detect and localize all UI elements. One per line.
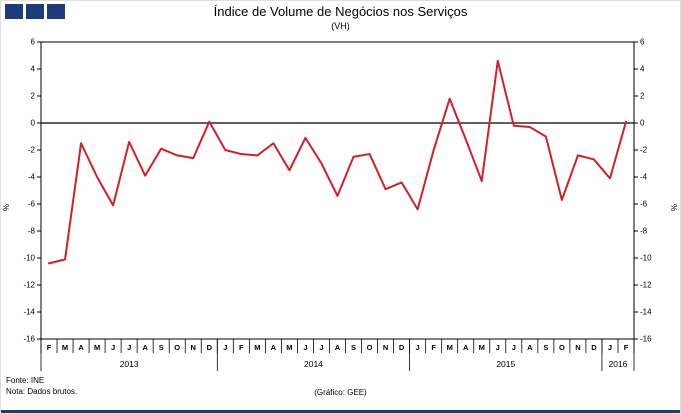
svg-text:N: N — [383, 343, 388, 352]
footer-credit: (Gráfico: GEE) — [314, 388, 367, 397]
svg-text:-8: -8 — [28, 227, 36, 236]
chart-title: Índice de Volume de Negócios nos Serviço… — [213, 4, 468, 19]
svg-text:6: 6 — [640, 38, 645, 47]
svg-text:-2: -2 — [28, 146, 36, 155]
svg-text:4: 4 — [640, 65, 645, 74]
svg-text:-16: -16 — [640, 335, 652, 344]
logo-square-icon — [5, 4, 23, 19]
svg-text:N: N — [191, 343, 196, 352]
svg-text:-6: -6 — [640, 200, 648, 209]
svg-text:S: S — [543, 343, 548, 352]
svg-text:J: J — [416, 343, 420, 352]
svg-text:-8: -8 — [640, 227, 648, 236]
svg-text:2014: 2014 — [304, 359, 323, 369]
svg-text:D: D — [207, 343, 213, 352]
svg-text:-16: -16 — [23, 335, 35, 344]
svg-text:M: M — [479, 343, 485, 352]
svg-text:-12: -12 — [640, 281, 652, 290]
svg-text:-2: -2 — [640, 146, 648, 155]
svg-text:O: O — [174, 343, 180, 352]
svg-text:N: N — [575, 343, 580, 352]
svg-text:S: S — [159, 343, 164, 352]
svg-text:M: M — [62, 343, 68, 352]
svg-text:M: M — [447, 343, 453, 352]
svg-text:A: A — [463, 343, 469, 352]
svg-text:0: 0 — [640, 119, 645, 128]
svg-text:2016: 2016 — [609, 359, 628, 369]
logo-square-icon — [26, 4, 44, 19]
svg-text:0: 0 — [31, 119, 36, 128]
svg-text:A: A — [271, 343, 277, 352]
svg-text:-4: -4 — [640, 173, 648, 182]
footer-note: Nota: Dados brutos. — [6, 387, 78, 396]
svg-text:M: M — [254, 343, 260, 352]
svg-text:J: J — [496, 343, 500, 352]
svg-text:-4: -4 — [28, 173, 36, 182]
svg-text:J: J — [303, 343, 307, 352]
y-axis-label-right: % — [669, 203, 679, 212]
chart-subtitle: (VH) — [331, 21, 350, 31]
svg-text:2013: 2013 — [120, 359, 139, 369]
svg-text:-14: -14 — [23, 308, 35, 317]
svg-text:M: M — [286, 343, 292, 352]
svg-text:O: O — [559, 343, 565, 352]
svg-text:J: J — [512, 343, 516, 352]
y-axis-label-left: % — [2, 203, 12, 212]
svg-text:-6: -6 — [28, 200, 36, 209]
svg-text:-12: -12 — [23, 281, 35, 290]
logo — [5, 4, 65, 19]
svg-text:F: F — [239, 343, 244, 352]
logo-square-icon — [47, 4, 65, 19]
svg-text:O: O — [367, 343, 373, 352]
svg-text:A: A — [142, 343, 148, 352]
bottom-accent-bar — [1, 410, 680, 413]
svg-text:F: F — [47, 343, 52, 352]
svg-text:2: 2 — [640, 92, 645, 101]
svg-text:A: A — [527, 343, 533, 352]
footer-source: Fonte: INE — [6, 376, 45, 385]
svg-text:-14: -14 — [640, 308, 652, 317]
svg-text:D: D — [399, 343, 405, 352]
svg-text:J: J — [127, 343, 131, 352]
svg-text:-10: -10 — [23, 254, 35, 263]
svg-text:4: 4 — [31, 65, 36, 74]
svg-text:J: J — [319, 343, 323, 352]
svg-text:J: J — [223, 343, 227, 352]
svg-text:M: M — [94, 343, 100, 352]
svg-text:2: 2 — [31, 92, 36, 101]
svg-text:J: J — [111, 343, 115, 352]
svg-text:J: J — [608, 343, 612, 352]
svg-text:A: A — [78, 343, 84, 352]
svg-text:-10: -10 — [640, 254, 652, 263]
svg-text:D: D — [591, 343, 597, 352]
svg-text:A: A — [335, 343, 341, 352]
svg-text:F: F — [431, 343, 436, 352]
svg-text:2015: 2015 — [496, 359, 515, 369]
svg-text:S: S — [351, 343, 356, 352]
svg-text:F: F — [624, 343, 629, 352]
svg-text:6: 6 — [31, 38, 36, 47]
